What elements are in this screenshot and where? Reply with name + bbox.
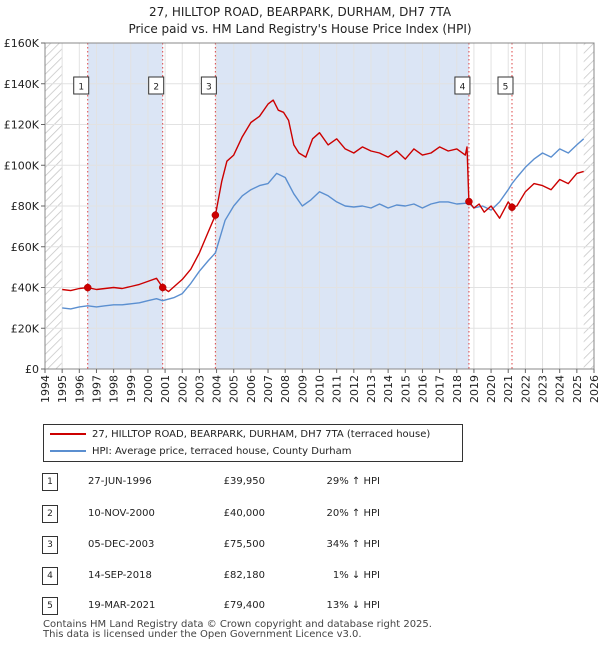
y-tick-label: £0: [25, 363, 39, 376]
y-tick-label: £140K: [4, 78, 40, 91]
sale-label-number: 3: [206, 83, 212, 93]
y-tick-label: £40K: [11, 282, 40, 295]
axes: £0 £20K £40K £60K £80K £100K £120K £140K £160K 19…: [4, 37, 600, 403]
sale-point: [83, 283, 92, 292]
sale-date: 14-SEP-2018: [88, 570, 152, 581]
legend-label-hpi: HPI: Average price, terraced house, Coun…: [92, 446, 352, 457]
sale-label-box: [454, 76, 471, 95]
x-tick-label: 2023: [537, 375, 550, 403]
legend-item-hpi: HPI: Average price, terraced house, Coun…: [50, 444, 351, 460]
sale-price: £79,400: [223, 600, 265, 611]
x-tick-label: 2010: [314, 375, 327, 403]
legend: 27, HILLTOP ROAD, BEARPARK, DURHAM, DH7 …: [43, 424, 463, 462]
x-tick-label: 2025: [571, 375, 584, 403]
table-row: 5 19-MAR-2021 £79,400 13% ↓ HPI: [0, 596, 600, 616]
y-tick-label: £20K: [11, 322, 40, 335]
sale-date: 10-NOV-2000: [88, 508, 155, 519]
chart-title: 27, HILLTOP ROAD, BEARPARK, DURHAM, DH7 …: [0, 4, 600, 38]
sale-price: £82,180: [223, 570, 265, 581]
copyright-footer: Contains HM Land Registry data © Crown c…: [43, 620, 432, 640]
x-tick-label: 2018: [451, 375, 464, 403]
sale-label-number: 4: [460, 83, 466, 93]
x-tick-label: 2007: [262, 375, 275, 403]
sale-number-badge: 4: [42, 567, 58, 585]
sale-number-badge: 2: [42, 505, 58, 523]
x-tick-label: 2020: [485, 375, 498, 403]
x-tick-label: 2019: [468, 375, 481, 403]
x-tick-label: 2021: [502, 375, 515, 403]
legend-swatch-hpi: [50, 450, 86, 452]
sale-price: £39,950: [223, 476, 265, 487]
x-tick-label: 1996: [73, 375, 86, 403]
table-row: 3 05-DEC-2003 £75,500 34% ↑ HPI: [0, 535, 600, 555]
sale-number-badge: 5: [42, 597, 58, 615]
x-tick-label: 2022: [519, 375, 532, 403]
x-tick-label: 2011: [331, 375, 344, 403]
x-tick-label: 2002: [176, 375, 189, 403]
footer-copyright: Contains HM Land Registry data © Crown c…: [43, 619, 432, 630]
sale-hpi-diff: 34% ↑ HPI: [326, 539, 380, 550]
sale-point: [508, 203, 516, 211]
table-row: 4 14-SEP-2018 £82,180 1% ↓ HPI: [0, 566, 600, 586]
title-address: 27, HILLTOP ROAD, BEARPARK, DURHAM, DH7 …: [148, 5, 452, 19]
legend-swatch-price: [50, 433, 86, 435]
x-tick-label: 2014: [382, 375, 395, 403]
sale-point: [211, 211, 220, 219]
hpi-line: [62, 138, 585, 310]
x-tick-label: 2006: [245, 375, 258, 403]
x-tick-label: 2001: [159, 375, 172, 403]
x-tick-label: 2024: [554, 375, 567, 403]
x-tick-label: 2004: [211, 375, 224, 403]
sale-hpi-diff: 1% ↓ HPI: [332, 570, 380, 581]
sale-label-box: [497, 76, 514, 95]
y-tick-label: £120K: [4, 119, 40, 132]
sale-label-box: [73, 76, 90, 95]
table-row: 2 10-NOV-2000 £40,000 20% ↑ HPI: [0, 504, 600, 524]
x-tick-label: 2003: [193, 375, 206, 403]
sale-date: 27-JUN-1996: [88, 476, 152, 487]
title-subtitle: Price paid vs. HM Land Registry's House …: [128, 22, 472, 36]
x-tick-label: 1998: [108, 375, 121, 403]
x-tick-label: 2016: [416, 375, 429, 403]
x-tick-label: 2012: [348, 375, 361, 403]
sale-label-box: [200, 76, 217, 95]
sale-date: 05-DEC-2003: [88, 539, 155, 550]
sale-price: £75,500: [223, 539, 265, 550]
y-tick-label: £160K: [4, 37, 40, 50]
x-tick-label: 1994: [39, 375, 52, 403]
sale-label-number: 1: [78, 83, 84, 93]
legend-item-price: 27, HILLTOP ROAD, BEARPARK, DURHAM, DH7 …: [50, 427, 430, 443]
x-tick-label: 1995: [56, 375, 69, 403]
x-tick-label: 2015: [399, 375, 412, 403]
sale-point: [158, 283, 167, 292]
x-tick-label: 2000: [142, 375, 155, 403]
sale-price: £40,000: [223, 508, 265, 519]
sale-number-badge: 3: [42, 536, 58, 554]
table-row: 1 27-JUN-1996 £39,950 29% ↑ HPI: [0, 472, 600, 492]
sale-label-box: [148, 76, 165, 95]
y-tick-label: £100K: [4, 159, 40, 172]
sale-markers: 1 2 3 4 5: [73, 76, 516, 292]
y-tick-label: £80K: [11, 200, 40, 213]
x-tick-label: 2005: [228, 375, 241, 403]
x-tick-label: 1999: [125, 375, 138, 403]
x-tick-label: 2008: [279, 375, 292, 403]
sale-label-number: 2: [153, 83, 159, 93]
sale-point: [465, 197, 473, 206]
sale-hpi-diff: 29% ↑ HPI: [326, 476, 380, 487]
sale-date: 19-MAR-2021: [88, 600, 156, 611]
sale-hpi-diff: 13% ↓ HPI: [326, 600, 380, 611]
y-tick-label: £60K: [11, 241, 40, 254]
sale-label-number: 5: [503, 83, 509, 93]
footer-license: This data is licensed under the Open Gov…: [43, 629, 362, 640]
x-tick-label: 2009: [296, 375, 309, 403]
x-tick-label: 2013: [365, 375, 378, 403]
x-tick-label: 2026: [588, 375, 600, 403]
sale-hpi-diff: 20% ↑ HPI: [326, 508, 380, 519]
x-tick-label: 2017: [434, 375, 447, 403]
x-tick-label: 1997: [90, 375, 103, 403]
sale-number-badge: 1: [42, 473, 58, 491]
legend-label-price: 27, HILLTOP ROAD, BEARPARK, DURHAM, DH7 …: [92, 429, 431, 440]
